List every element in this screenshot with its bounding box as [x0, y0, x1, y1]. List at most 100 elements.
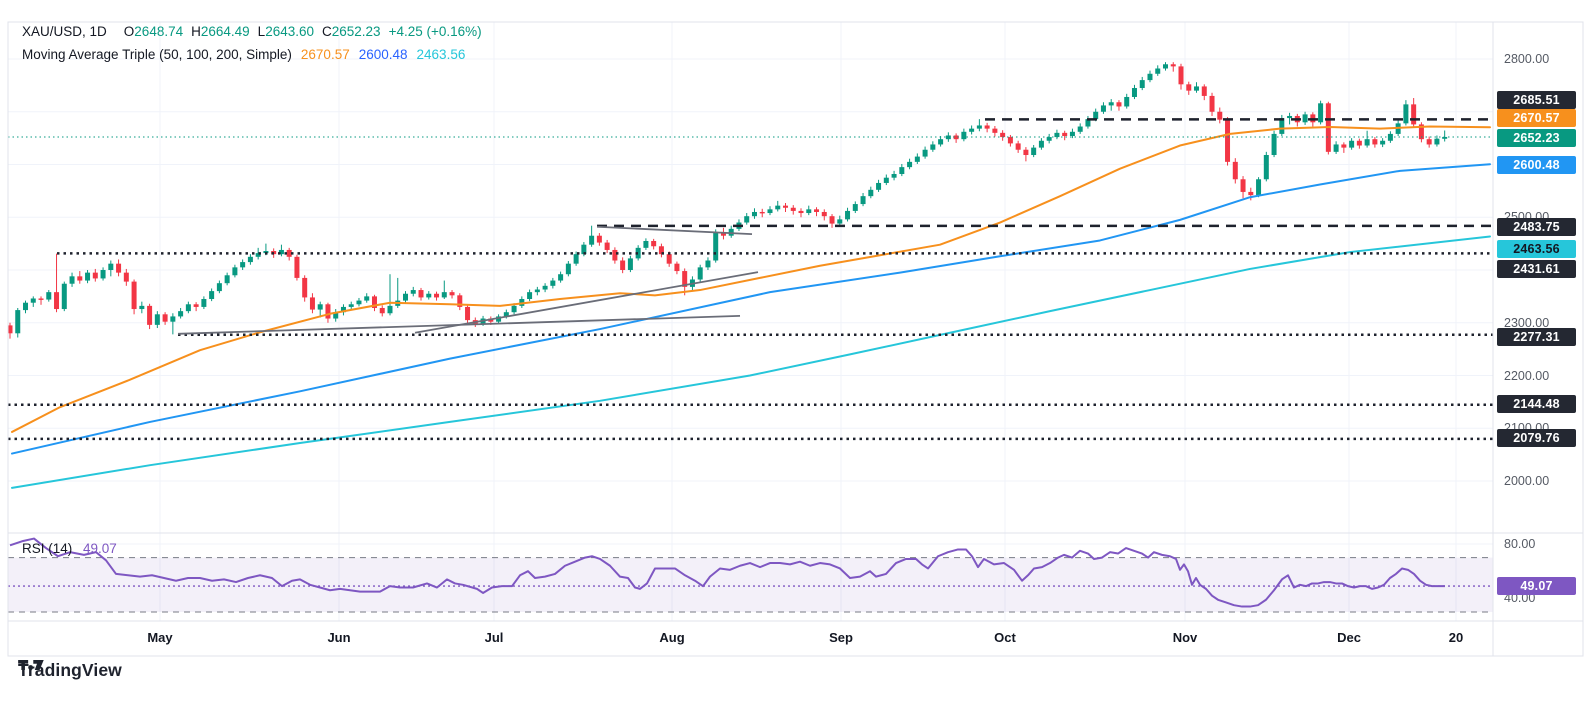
candle-body — [139, 305, 145, 310]
candle-body — [527, 292, 533, 300]
price-label-2652.23: 2652.23 — [1497, 129, 1576, 147]
candle-body — [1038, 140, 1044, 148]
candle-body — [387, 305, 393, 314]
candle-body — [1403, 104, 1409, 124]
candle-body — [1442, 136, 1448, 139]
candle-body — [891, 173, 897, 178]
ohlc-key: C — [322, 24, 332, 39]
candle-body — [790, 207, 796, 211]
tradingview-logo[interactable]: TradingView — [18, 660, 122, 681]
symbol-legend[interactable]: XAU/USD, 1D O2648.74 H2664.49 L2643.60 C2652… — [22, 24, 482, 39]
candle-body — [46, 292, 52, 300]
time-label-Aug[interactable]: Aug — [659, 630, 685, 645]
rsi-value-readout: 49.07 — [83, 541, 117, 556]
candle-body — [814, 209, 820, 212]
candle-body — [348, 304, 354, 307]
candle-body — [216, 283, 222, 292]
candle-body — [1155, 68, 1161, 74]
time-label-Dec[interactable]: Dec — [1337, 630, 1361, 645]
candle-body — [1341, 144, 1347, 148]
drawn-levels-and-trendlines[interactable] — [8, 118, 1493, 441]
candle-body — [1131, 88, 1137, 97]
rsi-plot — [8, 537, 1493, 613]
candle-body — [371, 296, 377, 308]
candle-body — [620, 260, 626, 270]
ma-value: 2463.56 — [416, 47, 466, 62]
candle-body — [868, 189, 874, 197]
price-tick: 2800.00 — [1504, 52, 1550, 66]
ohlc-value: 2664.49 — [200, 24, 250, 39]
candle-body — [1108, 102, 1114, 106]
candle-body — [178, 311, 184, 317]
ohlc-value: 2652.23 — [331, 24, 381, 39]
candle-body — [1240, 179, 1246, 192]
price-label-2670.57: 2670.57 — [1497, 109, 1576, 127]
time-label-Jul[interactable]: Jul — [484, 630, 504, 645]
candle-body — [162, 314, 168, 322]
candle-body — [697, 267, 703, 280]
candle-body — [286, 249, 292, 257]
time-label-Nov[interactable]: Nov — [1172, 630, 1198, 645]
candle-body — [1162, 64, 1168, 69]
candle-body — [852, 204, 858, 211]
candle-body — [767, 209, 773, 214]
candle-body — [1318, 103, 1324, 123]
candle-body — [713, 232, 719, 261]
time-label-Jun[interactable]: Jun — [327, 630, 351, 645]
symbol-title[interactable]: XAU/USD, 1D — [22, 24, 107, 39]
candle-body — [15, 310, 21, 334]
candle-body — [147, 305, 153, 325]
candle-body — [751, 211, 757, 217]
candle-body — [1201, 86, 1207, 96]
candle-body — [1356, 140, 1362, 146]
time-label-20[interactable]: 20 — [1448, 630, 1464, 645]
sma-200-line — [11, 235, 1491, 489]
ohlc-key: L — [257, 24, 266, 39]
rsi-indicator-title[interactable]: RSI (14) — [22, 541, 73, 556]
candle-body — [907, 161, 913, 168]
trendline-3[interactable] — [596, 225, 753, 236]
candle-body — [651, 240, 657, 247]
time-label-Oct[interactable]: Oct — [994, 630, 1016, 645]
candle-body — [674, 263, 680, 272]
candle-body — [1209, 95, 1215, 112]
candle-body — [317, 304, 323, 310]
candle-body — [1186, 84, 1192, 91]
ohlc-value: 2643.60 — [265, 24, 314, 39]
candle-body — [30, 298, 36, 303]
candle-body — [503, 312, 509, 317]
time-label-Sep[interactable]: Sep — [829, 630, 853, 645]
candle-body — [333, 312, 339, 319]
ma-indicator-title[interactable]: Moving Average Triple (50, 100, 200, Sim… — [22, 47, 292, 62]
candle-body — [961, 131, 967, 140]
trendline-2[interactable] — [414, 271, 759, 334]
candle-body — [1426, 139, 1432, 145]
candle-body — [379, 307, 385, 314]
candle-body — [457, 295, 463, 307]
candle-body — [263, 251, 269, 254]
candle-body — [1069, 131, 1075, 137]
ma-legend[interactable]: Moving Average Triple (50, 100, 200, Sim… — [22, 47, 465, 62]
candlestick-series[interactable] — [8, 62, 1448, 339]
candle-body — [744, 216, 750, 223]
candle-body — [441, 292, 447, 298]
ma-values-readout: 2670.57 2600.48 2463.56 — [292, 47, 465, 62]
candle-body — [806, 209, 812, 214]
candle-body — [705, 260, 711, 268]
candle-body — [185, 304, 191, 312]
candle-body — [643, 240, 649, 248]
candle-body — [449, 292, 455, 296]
rsi-legend[interactable]: RSI (14) 49.07 — [22, 541, 117, 556]
price-tick: 2000.00 — [1504, 474, 1550, 488]
candle-body — [302, 277, 308, 298]
candle-body — [720, 232, 726, 236]
candle-body — [775, 205, 781, 210]
price-label-2685.51: 2685.51 — [1497, 91, 1576, 109]
candle-body — [325, 304, 331, 319]
candle-body — [682, 271, 688, 287]
time-label-May[interactable]: May — [147, 630, 173, 645]
candle-body — [1000, 132, 1006, 138]
candle-body — [829, 216, 835, 224]
